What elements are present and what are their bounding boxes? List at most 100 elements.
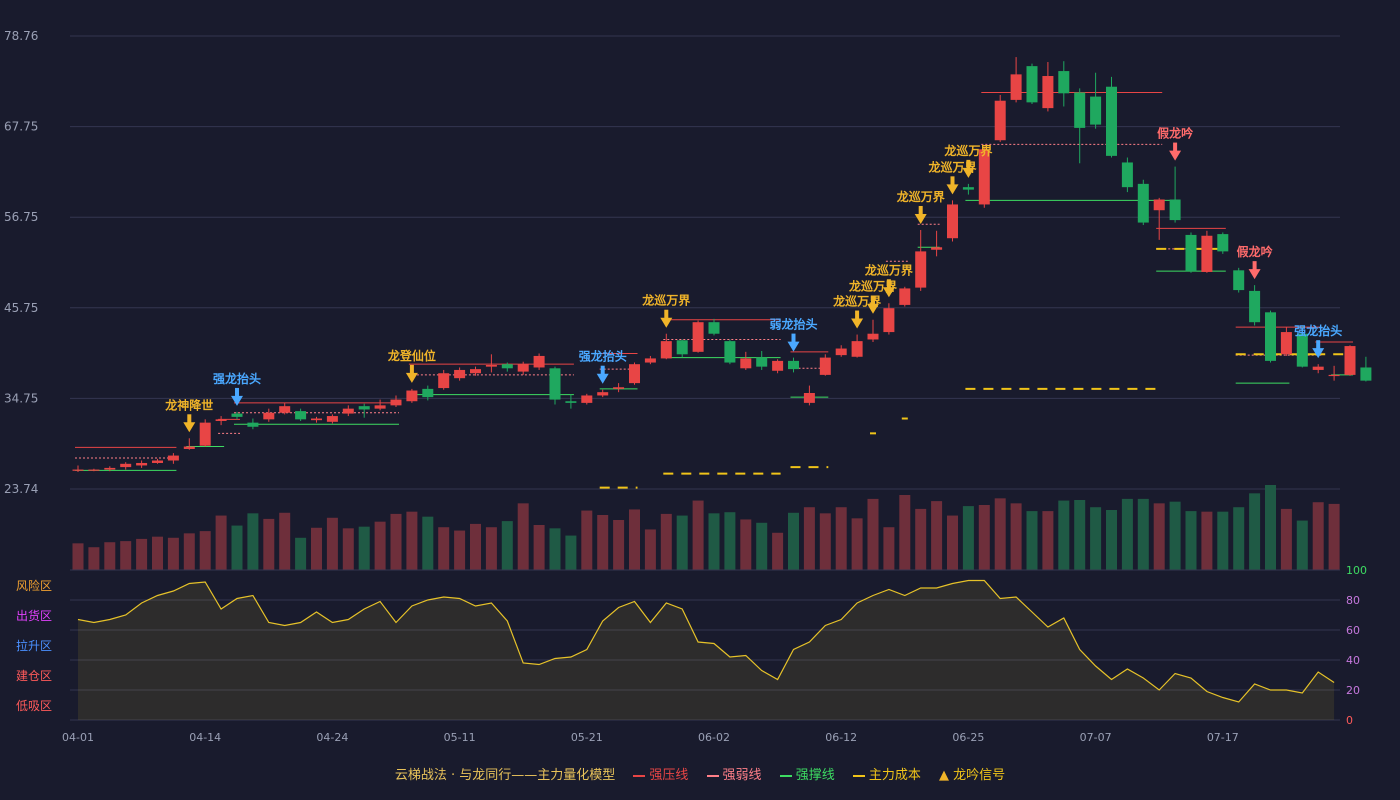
signal-label: 龙神降世	[165, 397, 213, 412]
volume-bar	[788, 512, 799, 570]
volume-bar	[485, 527, 497, 570]
legend-item-signal[interactable]: ▲ 龙吟信号	[939, 768, 1006, 783]
signal-arrow	[183, 422, 196, 433]
volume-bar	[215, 515, 227, 570]
candle-body	[167, 455, 179, 461]
volume-bar	[962, 506, 974, 570]
candle-body	[263, 412, 275, 420]
date-x-axis: 04-01 04-14 04-24 05-11 05-21 06-02 06-12 06-25…	[62, 731, 1239, 744]
candle-body	[708, 322, 720, 334]
candle-body	[1249, 290, 1261, 323]
volume-bar	[390, 513, 402, 570]
candle-body	[962, 187, 974, 190]
signal-arrow	[405, 372, 418, 383]
volume-bar	[1328, 503, 1340, 570]
candle-body	[1121, 162, 1133, 188]
volume-bar	[1074, 500, 1086, 570]
candle-body	[406, 390, 418, 402]
candle-body	[1153, 199, 1165, 211]
candle-body	[613, 387, 625, 389]
signal-arrow	[851, 318, 864, 329]
candle-body	[915, 251, 927, 288]
signal-arrow	[660, 317, 673, 328]
signal-arrow-stem	[1252, 261, 1257, 271]
volume-bar	[517, 503, 529, 570]
candle-body	[899, 288, 911, 305]
candle-body	[788, 360, 799, 370]
risk-zone-label: 建仓区	[16, 669, 52, 683]
x-tick-label: 04-24	[316, 731, 348, 744]
price-y-axis: 78.76 67.75 56.75 45.75 34.75 23.74	[4, 29, 38, 496]
volume-bar	[660, 513, 672, 570]
volume-bar	[1090, 507, 1102, 570]
signal-arrow-stem	[791, 333, 796, 343]
candle-body	[72, 469, 84, 471]
signal-arrow-stem	[600, 365, 605, 375]
signal-label: 龙巡万界	[944, 143, 992, 158]
y-tick-label: 78.76	[4, 29, 38, 43]
x-tick-label: 04-14	[189, 731, 221, 744]
y-tick-label: 67.75	[4, 120, 38, 134]
volume-bar	[565, 535, 577, 570]
volume-bar	[1137, 498, 1149, 570]
x-tick-label: 06-25	[952, 731, 984, 744]
signal-arrow	[596, 373, 609, 384]
legend-item-weak[interactable]: 强弱线	[706, 768, 762, 783]
candle-body	[422, 388, 434, 398]
candle-body	[629, 364, 640, 384]
candle-body	[947, 204, 958, 239]
candle-body	[1169, 199, 1181, 221]
support-pressure-lines	[75, 91, 1353, 489]
legend-item-support[interactable]: 强撑线	[779, 768, 835, 783]
signal-arrow-stem	[855, 310, 860, 320]
candle-body	[756, 357, 768, 367]
candle-body	[692, 322, 704, 352]
signal-arrow	[231, 395, 243, 406]
candle-body	[660, 341, 672, 359]
candle-body	[88, 469, 100, 471]
candle-body	[772, 360, 784, 371]
x-tick-label: 06-12	[825, 731, 857, 744]
legend-title: 云梯战法 · 与龙同行——主力量化模型	[394, 768, 616, 783]
risk-y-tick: 100	[1346, 564, 1367, 577]
risk-zone-label: 低吸区	[16, 699, 52, 713]
x-tick-label: 04-01	[62, 731, 94, 744]
volume-bar	[358, 526, 370, 570]
signal-arrow-stem	[1316, 340, 1321, 350]
candle-body	[1360, 367, 1372, 381]
volume-bar	[994, 498, 1006, 570]
signal-label: 龙巡万界	[642, 293, 690, 308]
candle-body	[549, 368, 561, 400]
volume-bar	[1058, 500, 1070, 570]
candle-body	[120, 463, 132, 468]
volume-bar	[1026, 511, 1038, 570]
grid-lines	[70, 35, 1340, 571]
candles	[72, 57, 1372, 473]
signal-arrow	[946, 184, 959, 195]
volume-bar	[803, 507, 815, 570]
volume-bar	[883, 527, 895, 570]
candle-body	[311, 418, 322, 421]
candle-body	[803, 392, 815, 403]
volume-bar	[756, 522, 768, 570]
signal-label: 龙巡万界	[897, 189, 945, 204]
volume-bar	[899, 495, 911, 570]
legend-item-pressure[interactable]: 强压线	[633, 768, 688, 783]
volume-bar	[263, 518, 275, 570]
volume-bar	[1280, 508, 1292, 570]
x-tick-label: 07-17	[1207, 731, 1239, 744]
legend-item-cost[interactable]: 主力成本	[852, 768, 921, 783]
signal-arrow	[914, 213, 927, 224]
volume-bar	[167, 537, 179, 570]
signal-arrow	[962, 167, 975, 178]
volume-bar	[1217, 511, 1229, 570]
risk-line	[77, 579, 1335, 703]
candle-body	[835, 348, 847, 356]
volume-bar	[1201, 511, 1213, 570]
volume-bar	[644, 529, 656, 570]
volume-bar	[1169, 501, 1181, 570]
volume-bar	[231, 525, 243, 570]
volume-bar	[454, 530, 466, 570]
candle-body	[740, 358, 752, 369]
